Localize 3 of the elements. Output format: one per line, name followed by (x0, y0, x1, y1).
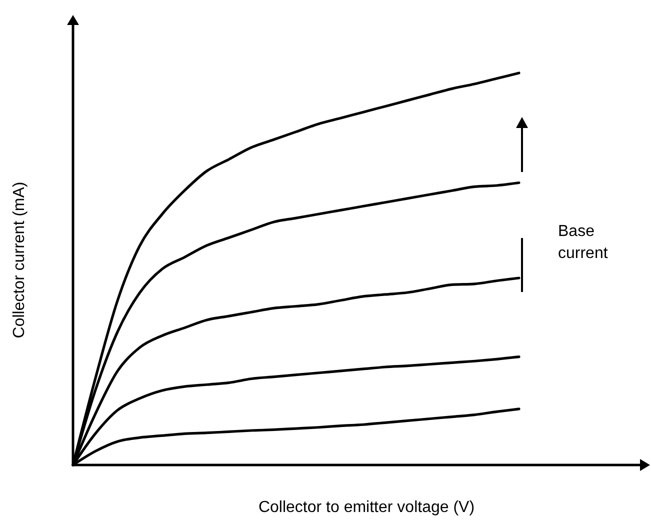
y-axis-title: Collector current (mA) (11, 182, 28, 338)
annotation: Base current (558, 223, 608, 262)
x-axis-title: Collector to emitter voltage (V) (258, 499, 475, 516)
